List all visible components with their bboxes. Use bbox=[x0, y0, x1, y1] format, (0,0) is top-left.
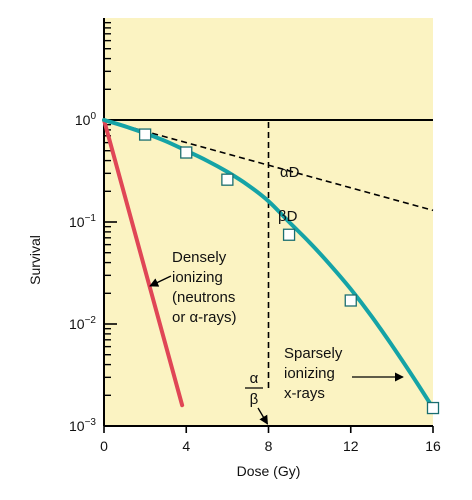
ratio-arrow bbox=[257, 407, 269, 425]
sparsely-ionizing-curve bbox=[102, 118, 435, 410]
densely-ionizing-line bbox=[102, 118, 185, 408]
y-tick-base: 10 bbox=[69, 214, 85, 230]
densely-ionizing-arrow bbox=[149, 275, 172, 287]
y-tick-exponent: −2 bbox=[85, 315, 97, 326]
y-tick-base: 10 bbox=[69, 316, 85, 332]
x-tick-label: 12 bbox=[343, 438, 359, 454]
x-axis-title: Dose (Gy) bbox=[237, 463, 301, 479]
y-tick-label: 10−3 bbox=[69, 417, 96, 434]
y-tick-base: 10 bbox=[75, 112, 91, 128]
sparsely-ionizing-label-line: ionizing bbox=[284, 365, 335, 382]
x-tick-label: 8 bbox=[265, 438, 273, 454]
y-tick-base: 10 bbox=[69, 418, 85, 434]
data-point-marker bbox=[221, 173, 234, 186]
y-axis-title: Survival bbox=[27, 235, 43, 285]
densely-ionizing-label-line: (neutrons bbox=[172, 289, 235, 306]
y-tick-label: 10−1 bbox=[69, 213, 96, 230]
x-tick-label: 16 bbox=[425, 438, 441, 454]
y-tick-label: 10−2 bbox=[69, 315, 96, 332]
data-point-marker bbox=[344, 294, 357, 307]
ratio-numerator: α bbox=[250, 370, 259, 387]
ratio-denominator: β bbox=[250, 391, 259, 408]
x-tick-label: 4 bbox=[182, 438, 190, 454]
data-point-marker bbox=[180, 146, 193, 159]
y-tick-label: 100 bbox=[75, 111, 97, 128]
x-tick-label: 0 bbox=[100, 438, 108, 454]
y-tick-exponent: 0 bbox=[90, 111, 96, 122]
y-tick-exponent: −1 bbox=[85, 213, 97, 224]
densely-ionizing-label-line: Densely bbox=[172, 249, 227, 266]
sparsely-ionizing-label-line: Sparsely bbox=[284, 345, 343, 362]
y-tick-exponent: −3 bbox=[85, 417, 97, 428]
beta-d-label: βD bbox=[278, 208, 298, 225]
densely-ionizing-label-line: ionizing bbox=[172, 269, 223, 286]
alpha-d-label: αD bbox=[280, 164, 300, 181]
sparsely-ionizing-label-line: x-rays bbox=[284, 385, 325, 402]
data-point-marker bbox=[138, 128, 152, 141]
data-point-marker bbox=[426, 401, 440, 415]
data-point-marker bbox=[282, 228, 296, 241]
densely-ionizing-label-line: or α-rays) bbox=[172, 309, 237, 326]
